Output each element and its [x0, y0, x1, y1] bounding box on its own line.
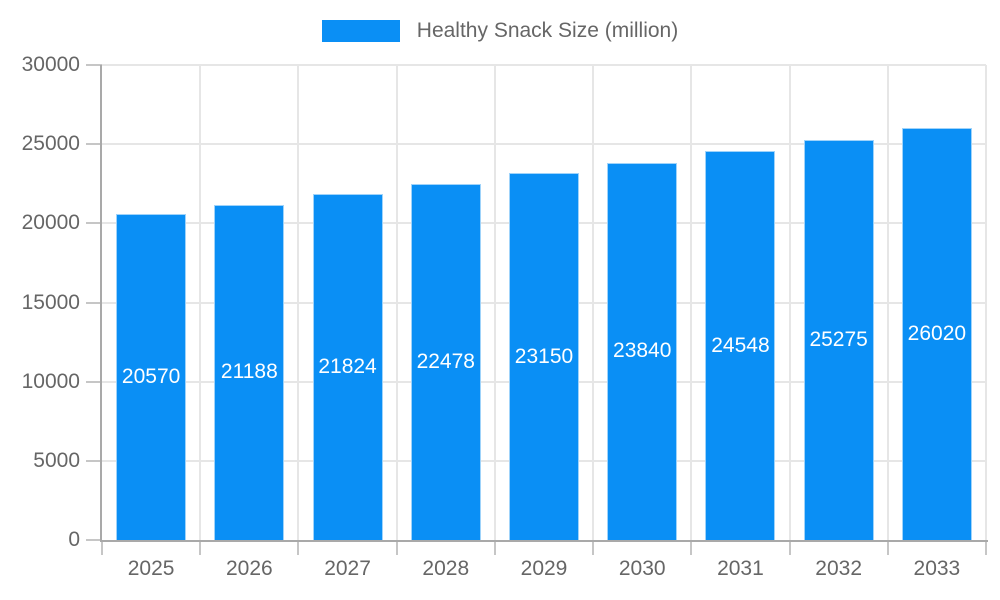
- x-tick-label: 2025: [127, 557, 175, 580]
- y-tick-label: 25000: [21, 132, 80, 156]
- y-axis-tick: [86, 539, 102, 541]
- x-axis-tick: [297, 540, 300, 555]
- y-axis-tick: [86, 64, 102, 66]
- bar[interactable]: [410, 184, 481, 540]
- bar[interactable]: [607, 162, 678, 540]
- x-gridline: [690, 65, 693, 540]
- x-axis-tick: [199, 540, 202, 555]
- y-axis-tick: [86, 301, 102, 304]
- y-tick-label: 30000: [21, 53, 80, 76]
- bar-value-label: 23840: [613, 339, 672, 363]
- bar[interactable]: [509, 173, 579, 540]
- legend-swatch: [321, 20, 400, 42]
- x-axis-tick: [886, 540, 889, 555]
- y-axis-tick: [86, 380, 102, 383]
- y-tick-label: 5000: [33, 448, 80, 472]
- bar[interactable]: [901, 128, 972, 540]
- x-tick-label: 2030: [618, 557, 666, 580]
- x-gridline: [199, 65, 202, 540]
- y-axis-tick: [86, 143, 102, 146]
- x-tick-label: 2027: [324, 557, 371, 580]
- y-gridline: [102, 64, 986, 66]
- x-tick-label: 2031: [717, 557, 764, 580]
- y-axis-tick: [86, 459, 102, 462]
- x-gridline: [788, 65, 791, 540]
- bar-value-label: 21188: [220, 360, 278, 384]
- x-axis-tick: [395, 540, 398, 555]
- x-gridline: [395, 65, 398, 540]
- bar[interactable]: [312, 194, 383, 540]
- bar-value-label: 24548: [711, 333, 770, 357]
- bar-value-label: 20570: [121, 365, 181, 389]
- y-tick-label: 10000: [21, 369, 80, 393]
- bar-value-label: 25275: [809, 327, 868, 351]
- bar-value-label: 23150: [514, 344, 574, 368]
- x-tick-label: 2028: [422, 557, 470, 580]
- y-axis-line: [100, 65, 102, 540]
- legend[interactable]: Healthy Snack Size (million): [0, 18, 1000, 44]
- bar-value-label: 22478: [416, 350, 475, 374]
- bar-value-label: 21824: [318, 355, 377, 379]
- y-tick-label: 15000: [21, 290, 80, 314]
- y-tick-label: 0: [68, 528, 80, 551]
- x-gridline: [985, 65, 987, 540]
- x-gridline: [297, 65, 300, 540]
- x-tick-label: 2033: [913, 557, 961, 580]
- y-gridline: [102, 143, 986, 146]
- x-axis-tick: [493, 540, 496, 555]
- legend-label: Healthy Snack Size (million): [416, 19, 679, 42]
- x-axis-tick: [592, 540, 595, 555]
- x-axis-tick: [788, 540, 791, 555]
- x-axis-tick: [985, 540, 987, 555]
- x-tick-label: 2029: [520, 557, 568, 580]
- x-tick-label: 2032: [815, 557, 863, 580]
- x-axis-tick: [690, 540, 693, 555]
- bar[interactable]: [803, 139, 874, 540]
- x-gridline: [592, 65, 595, 540]
- x-gridline: [493, 65, 496, 540]
- bar[interactable]: [116, 214, 187, 540]
- x-tick-label: 2026: [225, 557, 273, 580]
- y-axis-tick: [86, 222, 102, 225]
- bar[interactable]: [705, 151, 776, 540]
- bar-value-label: 26020: [907, 322, 967, 345]
- x-gridline: [886, 65, 889, 540]
- y-tick-label: 20000: [21, 211, 80, 235]
- bar[interactable]: [214, 204, 285, 540]
- x-axis-tick: [101, 540, 103, 555]
- x-axis-line: [100, 540, 988, 542]
